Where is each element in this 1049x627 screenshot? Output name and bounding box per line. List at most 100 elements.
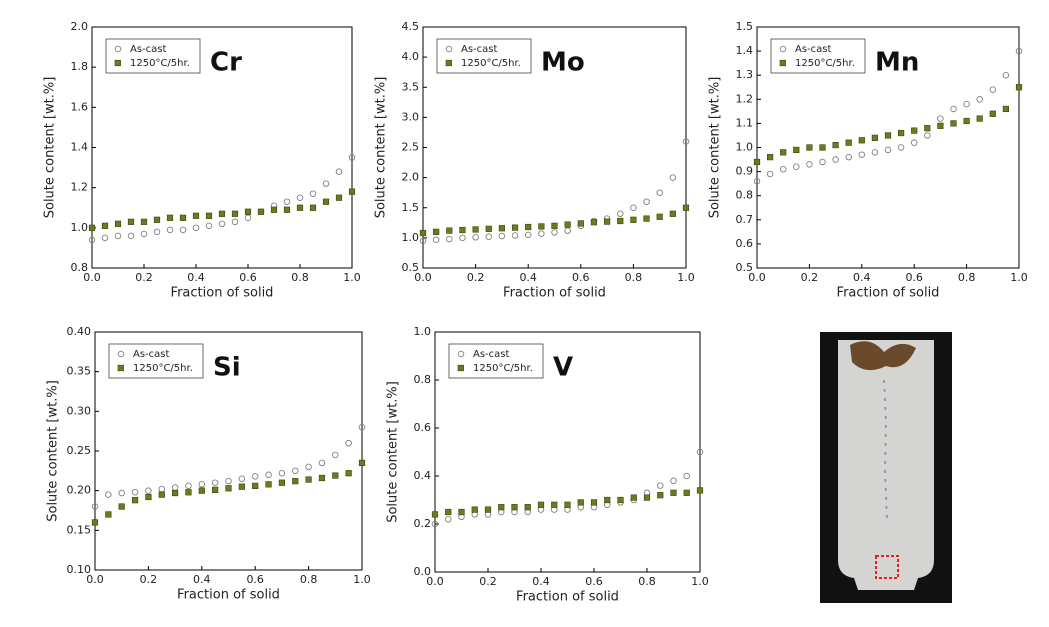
y-tick-label: 0.2	[414, 517, 432, 530]
marker	[551, 501, 558, 508]
marker	[158, 485, 165, 493]
legend-marker	[117, 364, 124, 372]
marker	[498, 232, 506, 240]
marker	[172, 489, 179, 497]
marker	[472, 234, 479, 241]
legend-box	[436, 38, 532, 74]
marker	[656, 189, 663, 196]
legend-box	[108, 343, 204, 379]
y-tick-label: 1.0	[736, 141, 754, 154]
x-tick-label: 0.2	[135, 271, 153, 284]
marker	[212, 486, 219, 493]
marker	[498, 225, 506, 232]
marker	[564, 221, 571, 228]
marker	[670, 489, 677, 496]
y-tick-label: 2.0	[402, 171, 420, 184]
marker	[91, 519, 99, 526]
y-tick-label: 0.9	[736, 165, 754, 178]
y-tick-label: 0.40	[67, 325, 92, 338]
marker	[446, 227, 453, 234]
marker	[278, 469, 286, 477]
marker	[551, 229, 558, 236]
marker	[179, 214, 187, 221]
x-axis-label: Fraction of solid	[516, 590, 619, 605]
marker	[643, 198, 650, 205]
legend-label: As-cast	[473, 349, 509, 360]
marker	[114, 232, 122, 240]
legend-box	[448, 343, 544, 379]
y-tick-label: 0.8	[414, 373, 432, 386]
marker	[309, 204, 317, 211]
x-tick-label: 1.0	[353, 573, 371, 586]
marker	[348, 154, 356, 161]
x-tick-label: 0.0	[426, 575, 444, 588]
x-axis-label: Fraction of solid	[177, 588, 280, 603]
marker	[845, 153, 852, 161]
marker	[577, 220, 584, 227]
legend-label: 1250°C/5hr.	[461, 58, 521, 69]
y-tick-label: 0.5	[736, 261, 754, 274]
marker	[145, 493, 152, 501]
marker	[166, 214, 174, 221]
y-tick-label: 0.20	[67, 484, 92, 497]
marker	[657, 492, 664, 499]
shrinkage-cavity	[850, 341, 916, 371]
marker	[431, 520, 439, 528]
marker	[819, 144, 826, 151]
marker	[251, 473, 259, 480]
marker	[832, 156, 839, 163]
marker	[171, 484, 179, 491]
marker	[292, 478, 299, 485]
chart: 0.5 0.6 0.7 0.8 0.9 1.0 1.1 1.2 1.3 1.4 1.5 0.0 0.2 0…	[708, 20, 1028, 301]
y-tick-label: 2.0	[71, 20, 89, 33]
x-tick-label: 0.6	[246, 573, 264, 586]
marker	[832, 141, 839, 149]
marker	[296, 204, 304, 211]
marker	[459, 234, 466, 242]
marker	[332, 451, 339, 459]
marker	[472, 226, 479, 233]
marker	[643, 494, 651, 501]
chart: 0.0 0.2 0.4 0.6 0.8 1.0 0.0 0.2 0.4 0.6 0.8 1.0 Frac…	[386, 325, 709, 605]
marker	[127, 232, 135, 240]
legend-marker	[445, 45, 453, 53]
legend-label: 1250°C/5hr.	[130, 58, 190, 69]
sample-photo	[820, 332, 952, 603]
marker	[924, 125, 931, 132]
marker	[118, 503, 125, 510]
marker	[105, 491, 112, 498]
y-tick-label: 0.8	[736, 189, 754, 202]
x-tick-label: 0.4	[519, 271, 537, 284]
marker	[445, 515, 452, 523]
y-tick-label: 1.0	[71, 221, 89, 234]
marker	[471, 506, 478, 513]
marker	[283, 206, 291, 213]
legend-marker	[114, 45, 122, 53]
y-tick-label: 1.3	[736, 68, 754, 81]
marker	[670, 477, 677, 485]
x-tick-label: 0.6	[905, 271, 923, 284]
x-tick-label: 0.0	[83, 271, 101, 284]
chart: 0.10 0.15 0.20 0.25 0.30 0.35 0.40 0.0 0.2 0.4 0.6…	[46, 325, 371, 603]
marker	[976, 115, 983, 122]
marker	[140, 230, 148, 238]
x-tick-label: 0.4	[187, 271, 205, 284]
marker	[446, 235, 453, 243]
x-tick-label: 0.8	[625, 271, 643, 284]
marker	[577, 499, 584, 506]
marker	[118, 489, 125, 497]
y-tick-label: 0.25	[67, 444, 92, 457]
y-tick-label: 3.0	[402, 110, 420, 123]
marker	[348, 188, 356, 195]
y-tick-label: 1.4	[71, 141, 89, 154]
marker	[989, 110, 996, 117]
legend-label: As-cast	[130, 44, 166, 55]
marker	[345, 470, 352, 477]
marker	[91, 503, 99, 510]
marker	[924, 132, 931, 139]
marker	[858, 151, 866, 158]
marker	[101, 222, 109, 229]
marker	[564, 501, 571, 508]
marker	[910, 139, 918, 146]
y-tick-label: 1.1	[736, 116, 754, 129]
